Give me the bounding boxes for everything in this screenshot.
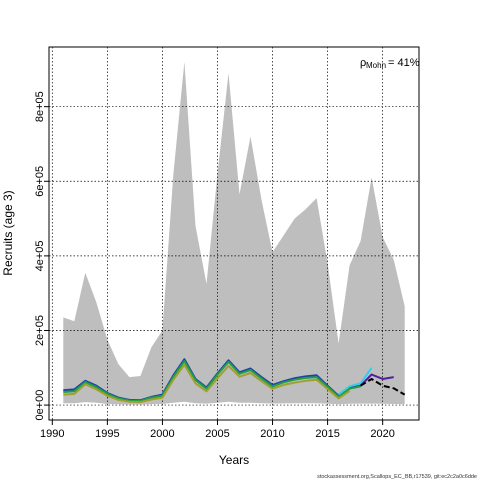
series-line-4 <box>63 360 361 402</box>
rho-symbol: ρ <box>360 57 366 69</box>
confidence-band <box>63 61 405 405</box>
rho-subscript: Mohn <box>366 61 386 70</box>
x-tick-label: 2010 <box>260 428 284 440</box>
footer-source: stockassessment.org,Scallops_EC_BB,r1753… <box>317 474 477 480</box>
x-tick-label: 2020 <box>370 428 394 440</box>
rho-value: = 41% <box>388 57 420 69</box>
y-axis-title: Recruits (age 3) <box>1 190 15 275</box>
y-tick-label: 0e+00 <box>34 390 46 421</box>
x-tick-label: 2005 <box>205 428 229 440</box>
x-axis-title: Years <box>219 453 249 467</box>
y-axis-ticks: 0e+00 2e+05 4e+05 6e+05 8e+05 <box>34 91 49 421</box>
series-line-2 <box>338 367 373 396</box>
y-tick-label: 8e+05 <box>34 91 46 122</box>
plot-frame <box>48 46 420 421</box>
x-tick-label: 2000 <box>150 428 174 440</box>
series-line-5 <box>63 363 351 404</box>
x-tick-label: 2015 <box>315 428 339 440</box>
y-tick-label: 4e+05 <box>34 240 46 271</box>
series-layer <box>63 358 406 404</box>
confidence-band-layer <box>63 61 405 405</box>
x-tick-label: 1990 <box>40 428 64 440</box>
y-tick-label: 6e+05 <box>34 166 46 197</box>
grid-layer <box>49 47 419 420</box>
x-tick-label: 1995 <box>95 428 119 440</box>
y-tick-label: 2e+05 <box>34 315 46 346</box>
mohn-rho-annotation: ρ Mohn = 41% <box>360 57 420 70</box>
x-axis-ticks: 1990 1995 2000 2005 2010 2015 2020 <box>40 420 395 440</box>
series-line-6 <box>360 378 406 396</box>
